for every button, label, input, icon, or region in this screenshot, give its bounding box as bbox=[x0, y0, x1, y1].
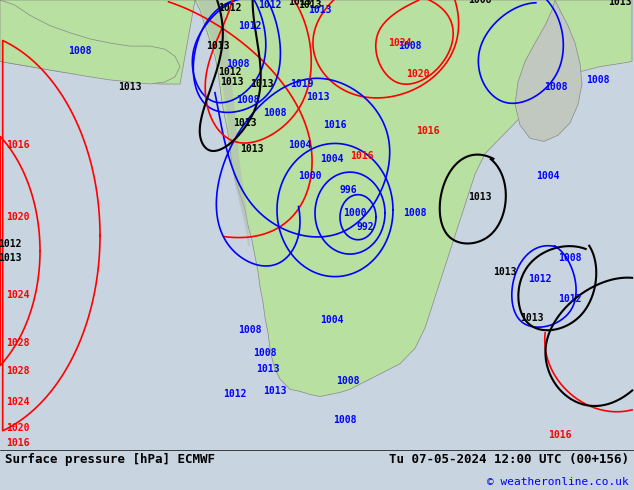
Text: 1012: 1012 bbox=[218, 3, 242, 13]
Text: 1013: 1013 bbox=[298, 0, 321, 10]
Text: 1004: 1004 bbox=[536, 171, 560, 181]
Text: 1013: 1013 bbox=[469, 192, 492, 202]
Polygon shape bbox=[0, 0, 180, 84]
Text: 1008: 1008 bbox=[226, 58, 250, 69]
Text: 1019: 1019 bbox=[290, 79, 314, 89]
Text: 1020: 1020 bbox=[6, 423, 30, 433]
Text: 1008: 1008 bbox=[236, 96, 260, 105]
Text: 1016: 1016 bbox=[6, 141, 30, 150]
Text: 1004: 1004 bbox=[288, 141, 312, 150]
Text: 1000: 1000 bbox=[343, 208, 366, 218]
Text: 1028: 1028 bbox=[6, 338, 30, 348]
Text: 1020: 1020 bbox=[406, 69, 430, 79]
Text: 1008: 1008 bbox=[544, 82, 568, 92]
Text: 1013: 1013 bbox=[263, 387, 287, 396]
Text: 1008: 1008 bbox=[238, 325, 262, 335]
Text: 1013: 1013 bbox=[220, 77, 243, 87]
Text: 1013: 1013 bbox=[493, 267, 517, 276]
Text: 996: 996 bbox=[339, 185, 357, 195]
Text: 1004: 1004 bbox=[320, 315, 344, 325]
Text: 1000: 1000 bbox=[298, 171, 321, 181]
Text: Tu 07-05-2024 12:00 UTC (00+156): Tu 07-05-2024 12:00 UTC (00+156) bbox=[389, 453, 629, 466]
Text: 1008: 1008 bbox=[586, 75, 610, 85]
Text: 1028: 1028 bbox=[6, 366, 30, 376]
Text: 1008: 1008 bbox=[398, 41, 422, 51]
Text: 1008: 1008 bbox=[333, 415, 357, 425]
Text: 1008: 1008 bbox=[336, 376, 359, 386]
Text: 1013: 1013 bbox=[119, 82, 142, 92]
Text: 1012: 1012 bbox=[528, 274, 552, 284]
Text: 1008: 1008 bbox=[469, 0, 492, 5]
Text: 1008: 1008 bbox=[403, 208, 427, 218]
Text: 1012: 1012 bbox=[218, 67, 242, 77]
Text: 1024: 1024 bbox=[388, 38, 411, 48]
Text: 1004: 1004 bbox=[320, 154, 344, 164]
Text: 1020: 1020 bbox=[6, 212, 30, 222]
Polygon shape bbox=[0, 0, 632, 396]
Text: © weatheronline.co.uk: © weatheronline.co.uk bbox=[488, 477, 629, 487]
Text: 1016: 1016 bbox=[417, 126, 440, 136]
Text: 1013: 1013 bbox=[308, 5, 332, 15]
Text: 1013: 1013 bbox=[288, 0, 312, 7]
Text: 1013: 1013 bbox=[250, 79, 274, 89]
Text: 1013: 1013 bbox=[0, 253, 22, 263]
Text: 1016: 1016 bbox=[548, 430, 572, 441]
Polygon shape bbox=[198, 0, 250, 246]
Text: 1024: 1024 bbox=[6, 290, 30, 300]
Polygon shape bbox=[515, 0, 582, 142]
Text: 1013: 1013 bbox=[233, 118, 257, 128]
Text: Surface pressure [hPa] ECMWF: Surface pressure [hPa] ECMWF bbox=[5, 453, 215, 466]
Text: 1013: 1013 bbox=[306, 92, 330, 102]
Text: 1008: 1008 bbox=[253, 348, 277, 359]
Text: 1012: 1012 bbox=[0, 239, 22, 249]
Text: 1016: 1016 bbox=[323, 120, 347, 130]
Text: 1008: 1008 bbox=[263, 108, 287, 118]
Text: 1016: 1016 bbox=[350, 151, 374, 161]
Text: 1024: 1024 bbox=[6, 396, 30, 407]
Text: 1013: 1013 bbox=[608, 0, 631, 7]
Text: 1013: 1013 bbox=[256, 364, 280, 374]
Text: 1013: 1013 bbox=[206, 41, 230, 51]
Text: 1012: 1012 bbox=[559, 294, 582, 304]
Text: 1012: 1012 bbox=[223, 390, 247, 399]
Text: 1013: 1013 bbox=[521, 313, 544, 322]
Text: 1008: 1008 bbox=[68, 46, 92, 56]
Text: 992: 992 bbox=[356, 222, 374, 232]
Text: 1013: 1013 bbox=[240, 144, 264, 153]
Text: 1012: 1012 bbox=[258, 0, 281, 10]
Text: 1012: 1012 bbox=[238, 21, 262, 30]
Text: 1016: 1016 bbox=[6, 438, 30, 447]
Text: 1008: 1008 bbox=[559, 253, 582, 263]
